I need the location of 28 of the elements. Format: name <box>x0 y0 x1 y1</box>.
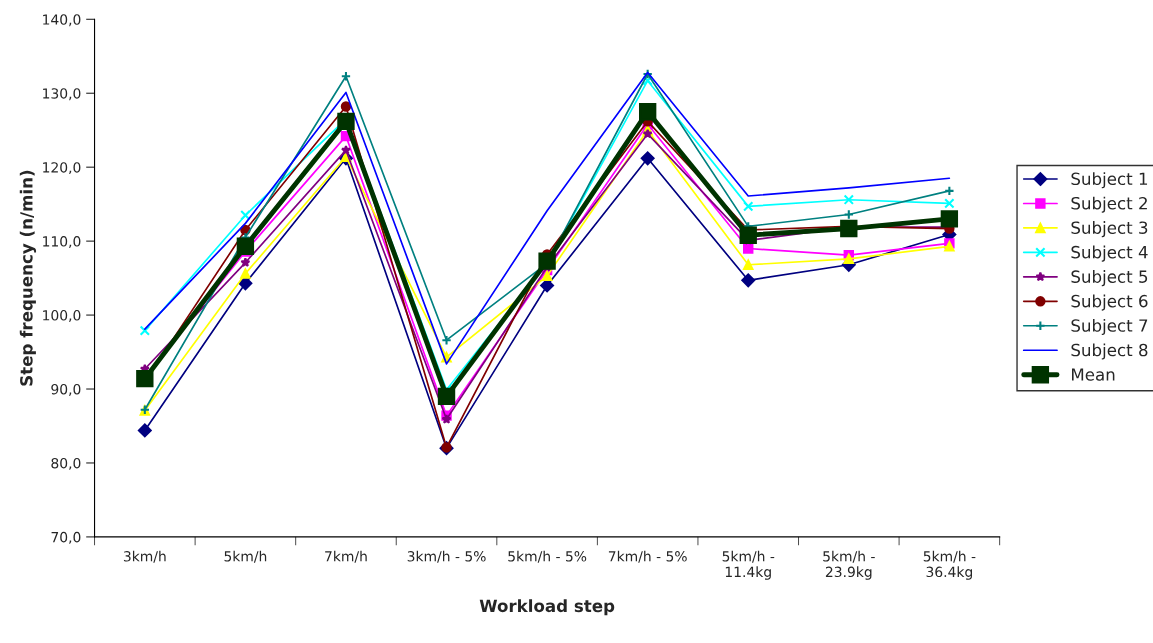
x-tick-label: 3km/h <box>123 550 166 563</box>
y-tick-label: 80,0 <box>51 457 81 470</box>
x-tick-label: 5km/h - 23.9kg <box>823 550 875 580</box>
legend-label: Subject 6 <box>1071 294 1148 311</box>
y-tick-label: 100,0 <box>43 310 81 322</box>
legend-label: Subject 5 <box>1071 270 1148 287</box>
x-tick-label: 7km/h - 5% <box>608 550 687 563</box>
x-axis-title: Workload step <box>479 599 615 616</box>
legend-label: Mean <box>1072 368 1115 381</box>
y-tick-label: 130,0 <box>43 88 81 101</box>
y-tick-label: 110,0 <box>43 236 81 249</box>
legend-label: Subject 2 <box>1071 196 1147 213</box>
x-tick-label: 5km/h - 5% <box>508 550 587 563</box>
legend-label: Subject 7 <box>1071 318 1148 336</box>
y-tick-label: 140,0 <box>43 14 81 27</box>
x-tick-label: 5km/h <box>224 550 267 563</box>
legend-label: Subject 1 <box>1071 172 1148 189</box>
y-axis-title: Step frequency (n/min) <box>19 170 37 386</box>
legend-label: Subject 8 <box>1071 343 1148 360</box>
y-tick-label: 70,0 <box>51 531 81 544</box>
y-tick-label: 120,0 <box>43 162 81 175</box>
x-tick-label: 5km/h - 36.4kg <box>923 550 976 580</box>
legend-label: Subject 4 <box>1071 245 1148 262</box>
y-tick-label: 90,0 <box>51 383 81 396</box>
x-tick-label: 3km/h - 5% <box>407 550 486 563</box>
x-tick-label: 5km/h - 11.4kg <box>722 550 775 580</box>
legend-label: Subject 3 <box>1071 221 1148 238</box>
x-tick-label: 7km/h <box>325 550 367 563</box>
